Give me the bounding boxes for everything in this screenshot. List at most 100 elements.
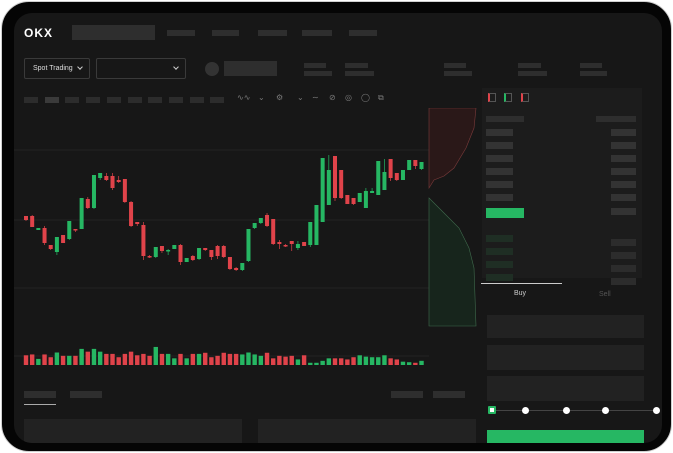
stat-value (580, 71, 607, 76)
expand-icon[interactable]: ⌄ (297, 93, 304, 102)
ask-price[interactable] (486, 194, 513, 201)
stat-value (345, 71, 374, 76)
slider-mark-25[interactable] (522, 407, 529, 414)
candle (277, 242, 282, 244)
market-dropdown[interactable]: Spot Trading (24, 58, 90, 79)
ask-price[interactable] (486, 155, 513, 162)
search-bar[interactable] (72, 25, 155, 40)
line-icon[interactable]: ∼ (312, 93, 319, 102)
candle (73, 229, 78, 231)
volume-bar (357, 355, 362, 365)
slider-track[interactable] (492, 410, 657, 411)
chevron-down-icon (77, 64, 83, 70)
target-icon[interactable]: ◎ (345, 93, 352, 102)
price-value (224, 61, 277, 76)
timeframe-button[interactable] (24, 97, 38, 103)
stat-label (518, 63, 542, 68)
draw-icon[interactable]: ⊘ (329, 93, 336, 102)
price-input[interactable] (487, 315, 644, 338)
sell-tab[interactable]: Sell (599, 291, 611, 298)
volume-bar (308, 362, 313, 365)
volume-bar (141, 353, 146, 365)
ask-price[interactable] (486, 142, 513, 149)
candle (104, 176, 109, 180)
volume-bar (246, 352, 251, 365)
candlestick-chart[interactable] (14, 108, 479, 378)
candle (91, 175, 96, 208)
volume-bar (406, 362, 412, 365)
filter-button[interactable] (433, 391, 465, 398)
timeframe-button[interactable] (210, 97, 225, 103)
settings-icon[interactable]: ⚙ (276, 93, 284, 102)
candle (184, 258, 189, 262)
timeframe-button[interactable] (86, 97, 101, 103)
bid-price[interactable] (486, 235, 513, 242)
tab-history[interactable] (70, 391, 102, 398)
pair-dropdown[interactable] (96, 58, 186, 79)
ask-price[interactable] (486, 168, 513, 175)
volume-bar (258, 355, 264, 365)
slider-handle[interactable] (488, 406, 496, 414)
ask-price[interactable] (486, 129, 513, 136)
bid-price[interactable] (486, 261, 513, 268)
nav-item[interactable] (258, 30, 287, 36)
volume-bar (240, 354, 245, 365)
volume-bar (91, 348, 97, 365)
nav-item[interactable] (349, 30, 377, 36)
timeframe-button[interactable] (106, 97, 121, 103)
candle (159, 246, 164, 251)
volume-bar (345, 359, 350, 365)
slider-mark-50[interactable] (563, 407, 570, 414)
nav-item[interactable] (302, 30, 332, 36)
stat-label (444, 63, 467, 68)
candle (357, 193, 362, 202)
timeframe-button[interactable] (65, 97, 80, 103)
volume-bar (159, 353, 165, 365)
slider-mark-100[interactable] (653, 407, 660, 414)
candle (289, 241, 294, 244)
buy-submit-button[interactable] (487, 430, 644, 443)
candle (178, 245, 183, 262)
bid-price[interactable] (486, 274, 513, 281)
amount-input[interactable] (487, 345, 644, 370)
orderbook-both-icon[interactable] (488, 93, 496, 102)
chart-type-icon[interactable]: ∿∿ (237, 93, 251, 102)
ask-price[interactable] (486, 181, 513, 188)
volume-bar (320, 360, 325, 365)
volume-bar (190, 353, 196, 365)
coin-icon (205, 62, 219, 76)
candle (320, 158, 325, 222)
volume-bar (271, 358, 276, 365)
clock-icon[interactable]: ◯ (361, 93, 370, 102)
timeframe-button[interactable] (189, 97, 204, 103)
orderbook-bids-icon[interactable] (504, 93, 512, 102)
volume-bar (203, 352, 208, 365)
slider-mark-75[interactable] (602, 407, 609, 414)
stat-label (345, 63, 369, 68)
volume-bar (116, 357, 121, 365)
timeframe-button[interactable] (148, 97, 163, 103)
volume-bar (147, 355, 152, 365)
indicator-icon[interactable]: ⌄ (258, 93, 265, 102)
ask-amount (611, 155, 636, 162)
nav-item[interactable] (212, 30, 239, 36)
candle (376, 161, 381, 195)
candle (345, 195, 350, 204)
candle (283, 245, 288, 247)
nav-item[interactable] (167, 30, 195, 36)
orderbook-asks-icon[interactable] (521, 93, 529, 102)
timeframe-button[interactable] (44, 97, 59, 103)
total-input[interactable] (487, 376, 644, 401)
tab-open-orders[interactable] (24, 391, 56, 398)
bid-price[interactable] (486, 248, 513, 255)
depth-bids-area (428, 197, 477, 327)
volume-bar (283, 356, 288, 365)
candle (302, 242, 307, 246)
buy-tab[interactable]: Buy (514, 290, 527, 297)
timeframe-button[interactable] (127, 97, 142, 103)
timeframe-button[interactable] (168, 97, 183, 103)
candle (326, 170, 331, 205)
candle (209, 250, 214, 257)
fullscreen-icon[interactable]: ⧉ (378, 93, 384, 102)
filter-button[interactable] (391, 391, 423, 398)
